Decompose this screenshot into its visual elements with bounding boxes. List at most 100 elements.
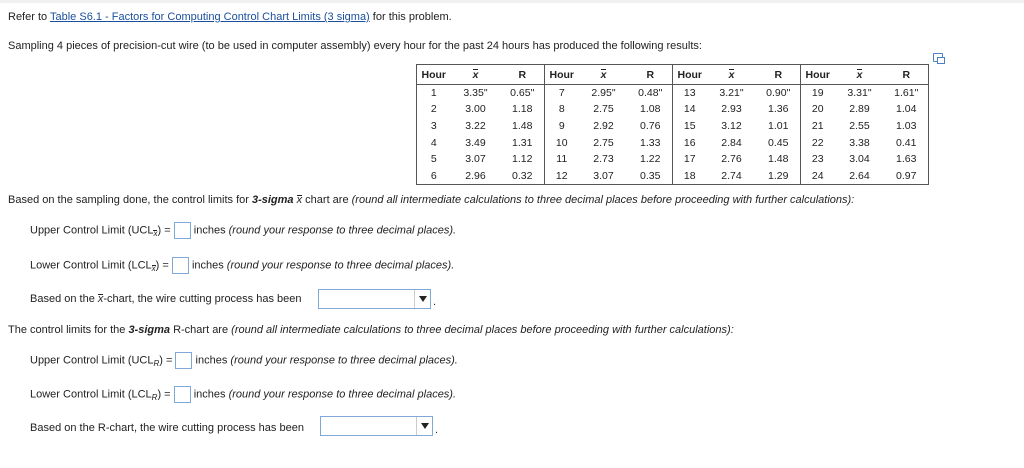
xchart-lcl-hint: (round your response to three decimal pl… [226,259,455,272]
xchart-lcl-units: inches [191,259,224,272]
table-cell: 21 [800,117,835,135]
problem-statement: Sampling 4 pieces of precision-cut wire … [8,40,702,52]
table-header-range: R [500,64,545,85]
xchart-process-label: Based on the x-chart, the wire cutting p… [30,293,302,305]
table-cell: 3.00 [465,103,486,116]
table-cell: 0.35 [640,169,661,182]
table-cell: 2.64 [849,169,870,182]
table-cell: 3.04 [849,153,870,166]
table-header-range: R [756,64,801,85]
top-border [0,0,1024,3]
table-cell: 3.22 [465,119,486,132]
table-cell: 2.92 [593,119,614,132]
xchart-lcl-input[interactable] [171,257,189,274]
table-cell: 23 [800,150,835,168]
rchart-lcl-eq: ) = [157,388,171,401]
table-cell: 15 [672,117,707,135]
table-cell: 2.84 [721,136,742,149]
table-cell: 1.04 [884,101,929,118]
table-cell: 2.73 [593,153,614,166]
xchart-lcl-row: Lower Control Limit (LCLx) = inches (rou… [30,257,454,274]
table-header-hour: Hour [800,64,835,85]
table-cell: 1.33 [640,136,661,149]
rchart-ucl-eq: ) = [159,354,173,367]
table-cell: 1.31 [512,136,533,149]
xchart-lcl-eq: ) = [155,259,169,272]
table-cell: 2.96 [465,169,486,182]
table-cell: 3 [430,119,437,132]
table-row: 1 3.35" 0.65" 7 2.95" 0.48" 13 3.21" 0.90" 19 3.31… [417,84,929,102]
rchart-process-label: Based on the R-chart, the wire cutting p… [30,422,304,434]
xchart-ucl-eq: ) = [157,224,171,237]
rchart-lcl-units: inches [193,388,226,401]
table-cell: 4 [430,136,437,149]
table-cell: 2.74 [721,169,742,182]
rchart-intro-a: The control limits for the [8,324,129,336]
table-cell: 3.07 [593,169,614,182]
table-cell: 1.08 [640,103,661,116]
table-row: 2 3.00 1.18 8 2.75 1.08 14 2.93 1.36 20 2.89 1.04 [417,101,929,118]
rchart-lcl-input[interactable] [173,386,191,403]
table-cell: 1.12 [512,153,533,166]
table-cell: 3.35" [463,87,488,100]
table-cell: 13 [672,84,707,102]
table-cell: 3.12 [721,119,742,132]
table-row: 5 3.07 1.12 11 2.73 1.22 17 2.76 1.48 23 3.04 1.63 [417,150,929,168]
table-cell: 18 [672,167,707,185]
table-cell: 24 [800,167,835,185]
table-cell: 19 [800,84,835,102]
xchart-ucl-units: inches [193,224,226,237]
table-row: 4 3.49 1.31 10 2.75 1.33 16 2.84 0.45 22 3.38 0.41 [417,134,929,151]
expand-icon[interactable] [933,53,945,64]
xchart-ucl-label: Upper Control Limit (UCL [30,224,154,237]
table-cell: 1.36 [768,103,789,116]
rchart-lcl-hint: (round your response to three decimal pl… [228,388,457,401]
table-cell: 1 [430,87,437,100]
rchart-intro: The control limits for the 3-sigma R-cha… [8,324,734,336]
table-cell: 16 [672,134,707,151]
xchart-ucl-row: Upper Control Limit (UCLx) = inches (rou… [30,222,456,239]
table-cell: 1.48 [768,153,789,166]
table-cell: 0.32 [512,169,533,182]
intro-prefix: Refer to [8,11,48,23]
rchart-ucl-input[interactable] [175,352,193,369]
xbar-symbol: x [296,194,303,206]
table-cell: 3.21" [719,87,744,100]
table-cell: 0.48" [638,87,663,100]
table-header-hour: Hour [416,64,451,85]
table-cell: 1.03 [884,117,929,135]
xchart-ucl-input[interactable] [173,222,191,239]
table-header-xbar: x [450,64,501,85]
rchart-ucl-row: Upper Control Limit (UCLR) = inches (rou… [30,352,458,369]
table-cell: 1.18 [512,103,533,116]
chevron-down-icon[interactable] [414,290,430,308]
chevron-down-icon[interactable] [416,417,432,435]
rchart-process-select[interactable] [320,416,433,436]
rchart-intro-c: R-chart are [170,324,232,336]
rchart-lcl-row: Lower Control Limit (LCLR) = inches (rou… [30,386,456,403]
table-cell: 1.48 [512,119,533,132]
table-cell: 1.29 [768,169,789,182]
table-header-hour: Hour [544,64,579,85]
table-cell: 1.22 [640,153,661,166]
table-cell: 1.61" [884,84,929,102]
table-cell: 2.75 [593,136,614,149]
table-cell: 0.41 [884,134,929,151]
rchart-intro-d: (round all intermediate calculations to … [231,324,734,336]
table-s6-1-link[interactable]: Table S6.1 - Factors for Computing Contr… [50,11,370,23]
xchart-process-select[interactable] [318,289,431,309]
table-cell: 6 [430,169,437,182]
table-row: 6 2.96 0.32 12 3.07 0.35 18 2.74 1.29 24 2.64 0.97 [417,167,929,185]
table-cell: 2 [430,103,437,116]
table-cell: 2.95" [591,87,616,100]
table-cell: 17 [672,150,707,168]
table-header-range: R [628,64,673,85]
xchart-intro-b: 3-sigma [251,194,294,206]
table-cell: 14 [672,101,707,118]
xchart-intro-d: (round all intermediate calculations to … [351,194,855,206]
table-cell: 10 [544,134,579,151]
rchart-ucl-hint: (round your response to three decimal pl… [230,354,458,367]
table-cell: 3.07 [465,153,486,166]
table-header-xbar: x [706,64,757,85]
xchart-lcl-sub: x [151,264,156,274]
